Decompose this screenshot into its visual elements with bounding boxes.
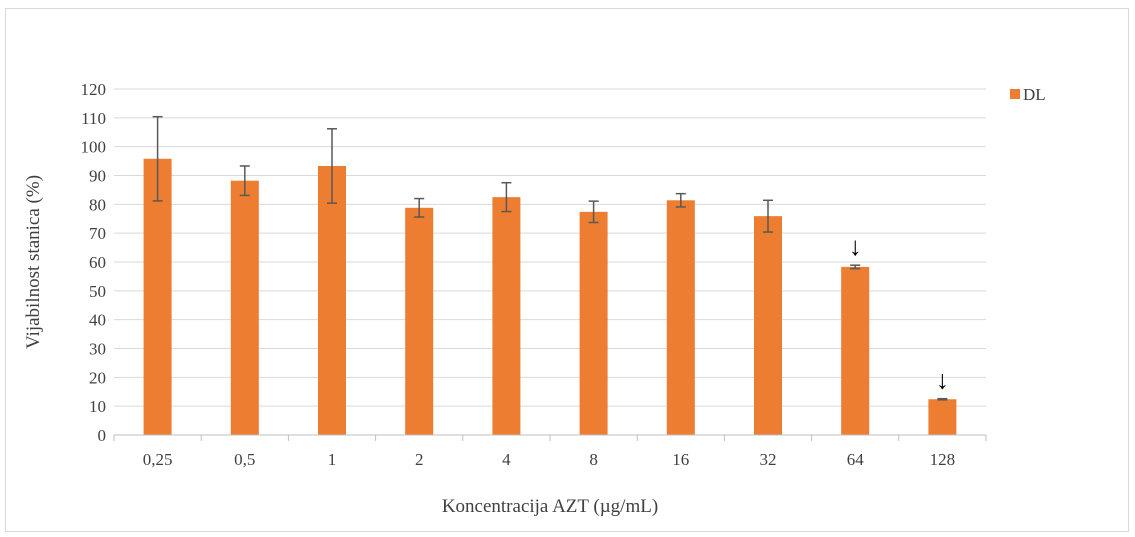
markers: ↓↓	[849, 232, 949, 394]
y-tick-label: 20	[89, 368, 106, 387]
y-tick-label: 110	[81, 109, 106, 128]
bars	[143, 158, 957, 436]
y-axis-ticks: 0 10 20 30 40 50 60 70 80 90 100 110 120	[81, 80, 107, 445]
y-tick-label: 70	[89, 224, 106, 243]
y-axis-label: Vijabilnost stanica (%)	[23, 175, 44, 349]
y-tick-label: 80	[89, 195, 106, 214]
bar	[318, 165, 346, 436]
bar	[405, 207, 434, 435]
x-tick-label: 128	[930, 450, 956, 469]
y-tick-label: 40	[89, 311, 106, 330]
legend-label: DL	[1023, 85, 1046, 104]
y-tick-label: 60	[89, 253, 106, 272]
bar	[143, 158, 172, 435]
x-tick-label: 2	[415, 450, 424, 469]
x-tick-label: 8	[589, 450, 598, 469]
arrow-marker: ↓	[936, 366, 949, 395]
y-tick-label: 30	[89, 340, 106, 359]
gridlines	[114, 88, 986, 407]
y-tick-label: 0	[98, 426, 107, 445]
arrow-marker: ↓	[849, 232, 862, 261]
x-tick-label: 0,25	[143, 450, 173, 469]
x-tick-label: 4	[502, 450, 511, 469]
bar	[841, 266, 870, 435]
x-axis-label: Koncentracija AZT (µg/mL)	[442, 496, 658, 517]
bar	[579, 211, 608, 435]
x-axis: 0,25 0,5 1 2 4 8 16 32 64 128	[113, 434, 987, 469]
bar	[754, 216, 782, 435]
y-tick-label: 90	[89, 167, 106, 186]
legend-swatch	[1010, 89, 1020, 99]
x-tick-label: 64	[847, 450, 865, 469]
bar	[230, 180, 259, 435]
x-tick-label: 1	[328, 450, 337, 469]
bar	[492, 197, 521, 435]
y-tick-label: 100	[81, 138, 107, 157]
y-tick-label: 120	[81, 80, 107, 99]
x-tick-label: 32	[760, 450, 777, 469]
x-tick-label: 0,5	[234, 450, 255, 469]
bar	[666, 200, 695, 435]
legend: DL	[1010, 85, 1046, 104]
bar	[928, 399, 957, 435]
bar-chart: 0 10 20 30 40 50 60 70 80 90 100 110 120 0,25 0,5 1 2 4 8…	[23, 80, 1046, 517]
error-bars	[152, 115, 948, 401]
x-tick-label: 16	[672, 450, 689, 469]
y-tick-label: 10	[89, 397, 106, 416]
y-tick-label: 50	[89, 282, 106, 301]
chart-frame: 0 10 20 30 40 50 60 70 80 90 100 110 120 0,25 0,5 1 2 4 8…	[5, 8, 1129, 532]
